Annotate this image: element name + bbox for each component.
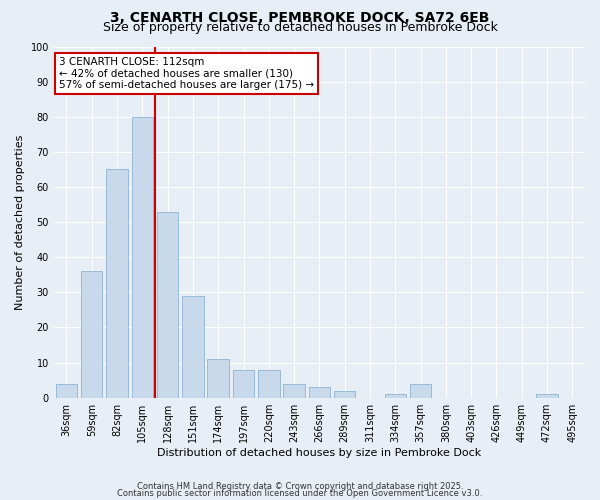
Bar (258, 370, 280, 398)
Bar (157, 212, 178, 398)
Bar (81, 272, 103, 398)
Text: Size of property relative to detached houses in Pembroke Dock: Size of property relative to detached ho… (103, 22, 497, 35)
Bar (56, 384, 77, 398)
Text: 3, CENARTH CLOSE, PEMBROKE DOCK, SA72 6EB: 3, CENARTH CLOSE, PEMBROKE DOCK, SA72 6E… (110, 11, 490, 25)
Text: Contains public sector information licensed under the Open Government Licence v3: Contains public sector information licen… (118, 488, 482, 498)
Bar (410, 384, 431, 398)
Bar (308, 387, 330, 398)
Bar (182, 296, 203, 398)
Text: 3 CENARTH CLOSE: 112sqm
← 42% of detached houses are smaller (130)
57% of semi-d: 3 CENARTH CLOSE: 112sqm ← 42% of detache… (59, 57, 314, 90)
Bar (106, 170, 128, 398)
Bar (334, 390, 355, 398)
X-axis label: Distribution of detached houses by size in Pembroke Dock: Distribution of detached houses by size … (157, 448, 482, 458)
Bar (283, 384, 305, 398)
Bar (233, 370, 254, 398)
Bar (208, 359, 229, 398)
Y-axis label: Number of detached properties: Number of detached properties (15, 134, 25, 310)
Text: Contains HM Land Registry data © Crown copyright and database right 2025.: Contains HM Land Registry data © Crown c… (137, 482, 463, 491)
Bar (131, 116, 153, 398)
Bar (536, 394, 558, 398)
Bar (385, 394, 406, 398)
